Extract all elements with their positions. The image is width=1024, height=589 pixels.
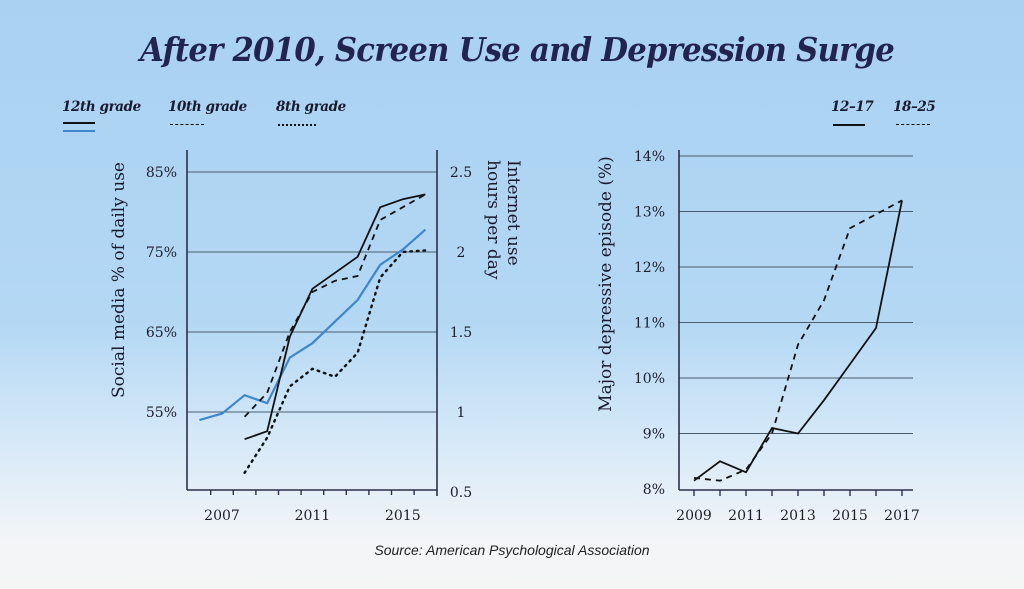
- legend-label-18-25: 18–25: [893, 99, 936, 115]
- legend-swatch-10th-grade: [170, 124, 204, 125]
- x-tick-label: 2011: [728, 508, 764, 524]
- legend-swatch-12th-grade-black: [63, 122, 95, 124]
- y-tick-label-right: 1.5: [450, 325, 472, 341]
- x-tick-label: 2017: [884, 508, 920, 524]
- x-tick-label: 2015: [385, 508, 421, 524]
- y-axis-title-left: Social media % of daily use: [109, 162, 129, 398]
- y-tick-label-left: 65%: [146, 325, 177, 341]
- chart-title: After 2010, Screen Use and Depression Su…: [139, 30, 895, 69]
- series-line-8th-internet: [243, 249, 427, 474]
- x-tick-label: 2011: [295, 508, 331, 524]
- legend-swatch-8th-grade: [278, 124, 316, 126]
- source-note: Source: American Psychological Associati…: [374, 542, 650, 558]
- series-line-12th-social-media: [199, 228, 427, 422]
- series-line-12th-internet: [244, 193, 426, 441]
- y-tick-label-right: 2.5: [450, 165, 472, 181]
- y-tick-label: 11%: [634, 316, 665, 332]
- y-axis-title-right: Internet usehours per day: [483, 160, 523, 280]
- x-tick-label: 2015: [832, 508, 868, 524]
- y-tick-label: 12%: [634, 260, 665, 276]
- legend-swatch-12th-grade-blue: [63, 130, 95, 132]
- x-tick-label: 2007: [204, 508, 240, 524]
- y-tick-label-right: 1: [457, 405, 466, 421]
- legend-label-12th-grade: 12th grade: [62, 99, 141, 115]
- series-line-18-25: [693, 199, 903, 482]
- y-tick-label: 8%: [643, 482, 665, 498]
- y-tick-label: 14%: [634, 149, 665, 165]
- x-tick-label: 2009: [676, 508, 712, 524]
- y-tick-label-right: 2: [457, 245, 466, 261]
- y-tick-label: 13%: [634, 205, 665, 221]
- y-tick-label-left: 55%: [146, 405, 177, 421]
- series-line-12-17: [693, 200, 903, 482]
- y-tick-label-left: 75%: [146, 245, 177, 261]
- y-tick-label-left: 85%: [146, 165, 177, 181]
- legend-swatch-12-17: [833, 124, 865, 126]
- legend-label-8th-grade: 8th grade: [276, 99, 346, 115]
- legend-swatch-18-25: [896, 124, 930, 125]
- y-axis-title: Major depressive episode (%): [596, 156, 616, 412]
- y-tick-label: 10%: [634, 371, 665, 387]
- x-tick-label: 2013: [780, 508, 816, 524]
- y-tick-label-right: 0.5: [450, 485, 472, 501]
- legend-label-12-17: 12–17: [831, 99, 874, 115]
- series-line-10th-internet: [243, 193, 426, 418]
- legend-label-10th-grade: 10th grade: [168, 99, 247, 115]
- y-tick-label: 9%: [643, 427, 665, 443]
